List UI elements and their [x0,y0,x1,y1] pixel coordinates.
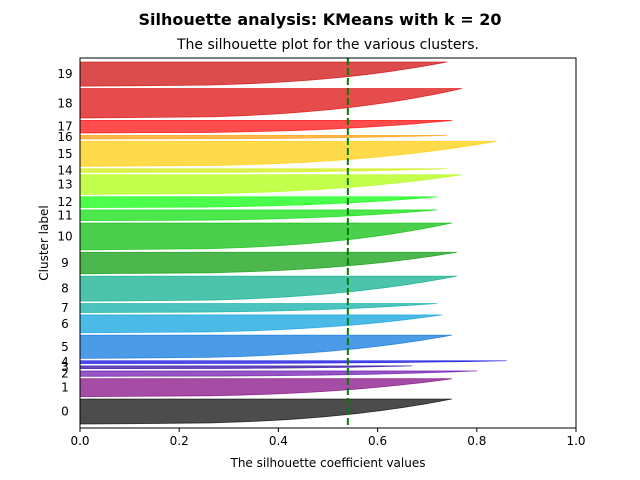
cluster-14-area [79,168,448,173]
cluster-16-area [79,134,448,140]
cluster-9-label: 9 [61,256,69,270]
x-tick-label: 0.4 [269,434,288,448]
cluster-12-label: 12 [57,195,72,209]
chart-title: The silhouette plot for the various clus… [176,37,479,53]
cluster-12-area [79,196,438,208]
cluster-7-label: 7 [61,301,69,315]
cluster-3-label: 3 [61,360,69,374]
cluster-6-area [79,314,443,334]
cluster-1-area [79,378,453,397]
cluster-11-area [79,209,438,222]
cluster-8-area [79,275,458,302]
cluster-19-area [79,61,448,87]
cluster-4-label: 4 [61,355,69,369]
x-tick-label: 0.8 [467,434,486,448]
x-tick-label: 0.0 [70,434,89,448]
cluster-7-area [79,303,438,313]
cluster-13-label: 13 [57,178,72,192]
cluster-18-area [79,88,463,119]
cluster-6-label: 6 [61,317,69,331]
cluster-9-area [79,251,458,275]
cluster-16-label: 16 [57,130,72,144]
y-axis-label: Cluster label [37,205,51,280]
chart-suptitle: Silhouette analysis: KMeans with k = 20 [138,10,501,29]
cluster-11-label: 11 [57,208,72,222]
cluster-3-area [79,365,413,369]
cluster-1-label: 1 [61,381,69,395]
cluster-15-area [79,140,497,167]
cluster-18-label: 18 [57,96,72,110]
x-tick-label: 0.2 [170,434,189,448]
cluster-4-area [79,360,507,364]
axes-frame [79,57,577,429]
x-tick-label: 1.0 [566,434,585,448]
cluster-2-area [79,370,477,377]
cluster-17-label: 17 [57,120,72,134]
cluster-10-label: 10 [57,229,72,243]
cluster-17-area [79,120,453,134]
cluster-0-label: 0 [61,404,69,418]
cluster-0-area [79,398,453,425]
x-tick-label: 0.6 [368,434,387,448]
cluster-8-label: 8 [61,282,69,296]
cluster-15-label: 15 [57,147,72,161]
cluster-13-area [79,174,462,195]
cluster-10-area [79,222,453,251]
cluster-2-label: 2 [61,367,69,381]
cluster-5-label: 5 [61,340,69,354]
cluster-19-label: 19 [57,67,72,81]
x-axis-label: The silhouette coefficient values [230,456,426,470]
cluster-14-label: 14 [57,164,72,178]
cluster-5-area [79,334,453,359]
